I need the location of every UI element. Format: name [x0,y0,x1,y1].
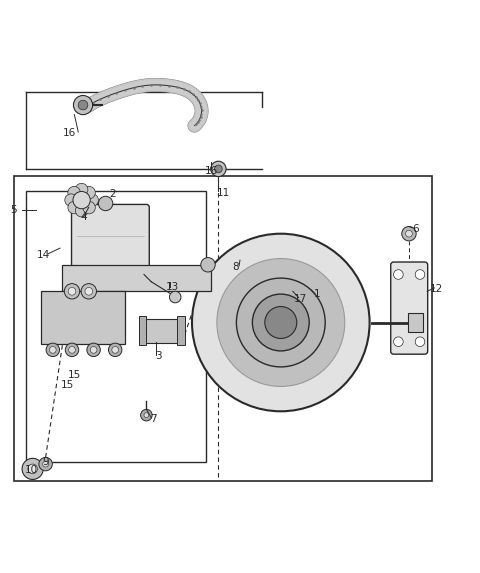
Bar [14,176,432,481]
Text: 15: 15 [68,370,81,380]
Bar [143,319,181,343]
Circle shape [211,161,226,176]
Circle shape [22,458,43,480]
Bar [177,316,185,345]
Text: 15: 15 [60,380,74,390]
Circle shape [68,201,80,214]
Circle shape [78,100,88,110]
Circle shape [236,278,325,367]
Circle shape [98,197,113,211]
Circle shape [49,347,56,353]
Text: 8: 8 [232,262,239,272]
Circle shape [86,194,98,206]
Circle shape [75,205,88,217]
Circle shape [81,284,96,299]
Bar [408,313,423,332]
Circle shape [201,258,215,272]
Bar [41,291,125,344]
Circle shape [73,191,90,209]
Bar [26,190,206,462]
Circle shape [39,457,52,471]
Text: 3: 3 [155,351,162,361]
Circle shape [65,343,79,356]
Circle shape [65,194,77,206]
Circle shape [69,347,75,353]
Circle shape [192,234,370,411]
Circle shape [75,183,88,196]
Text: 13: 13 [166,281,180,292]
Text: 9: 9 [42,457,49,466]
Text: 12: 12 [430,284,444,294]
Bar [139,316,146,345]
Circle shape [64,284,80,299]
Circle shape [215,165,222,172]
Circle shape [85,288,93,295]
Circle shape [406,230,412,237]
Circle shape [68,186,80,199]
Circle shape [28,464,37,474]
Text: 1: 1 [313,289,320,299]
Text: 16: 16 [63,128,76,138]
Circle shape [141,409,152,421]
Circle shape [73,96,93,115]
Circle shape [43,461,48,467]
Circle shape [83,201,96,214]
Circle shape [402,226,416,241]
Text: 16: 16 [204,166,218,176]
Circle shape [265,307,297,339]
Text: 7: 7 [150,414,157,423]
Circle shape [394,337,403,347]
Circle shape [217,258,345,386]
Circle shape [415,270,425,279]
Circle shape [112,347,119,353]
Circle shape [144,413,149,418]
Text: 5: 5 [10,205,17,215]
FancyBboxPatch shape [391,262,428,354]
Text: 6: 6 [412,224,419,234]
Circle shape [87,343,100,356]
Text: 2: 2 [109,189,116,199]
Circle shape [394,270,403,279]
Text: 10: 10 [24,465,38,475]
Circle shape [415,337,425,347]
Bar [62,265,211,291]
Circle shape [68,288,76,295]
Circle shape [83,186,96,199]
Text: 17: 17 [293,293,307,304]
Circle shape [108,343,122,356]
FancyBboxPatch shape [72,205,149,268]
Text: 11: 11 [216,188,230,198]
Circle shape [46,343,60,356]
Circle shape [252,294,309,351]
Text: 14: 14 [36,250,50,260]
Circle shape [169,291,181,303]
Circle shape [90,347,97,353]
Text: 4: 4 [81,212,87,222]
